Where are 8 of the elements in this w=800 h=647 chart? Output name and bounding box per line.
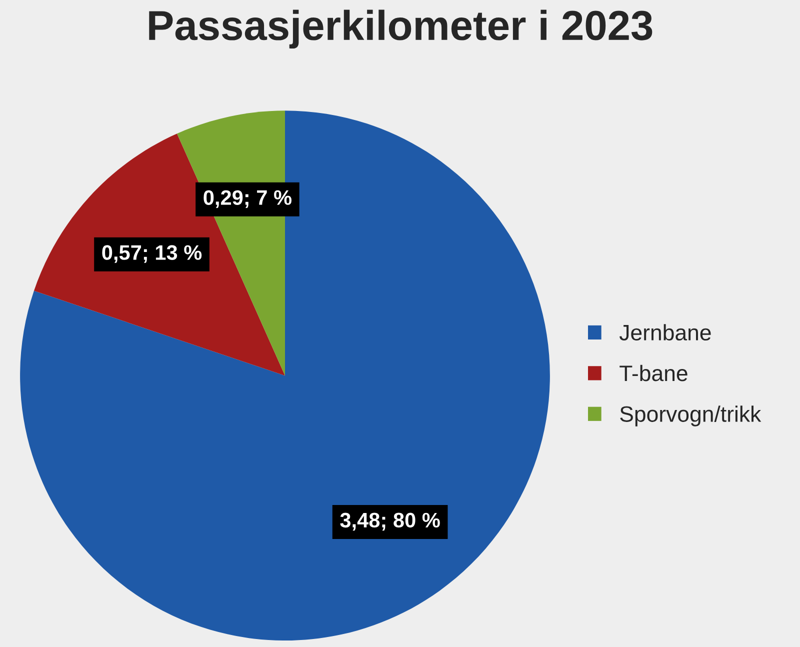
data-label: 0,29; 7 % <box>204 190 292 208</box>
chart-title: Passasjerkilometer i 2023 <box>149 10 652 49</box>
legend-label: Sporvogn/trikk <box>620 406 762 426</box>
legend-label: Jernbane <box>619 324 711 341</box>
pie-slice <box>20 110 550 641</box>
data-label: 3,48; 80 % <box>340 512 440 531</box>
data-label: 0,57; 13 % <box>102 245 202 263</box>
legend-label: T-bane <box>620 364 688 382</box>
